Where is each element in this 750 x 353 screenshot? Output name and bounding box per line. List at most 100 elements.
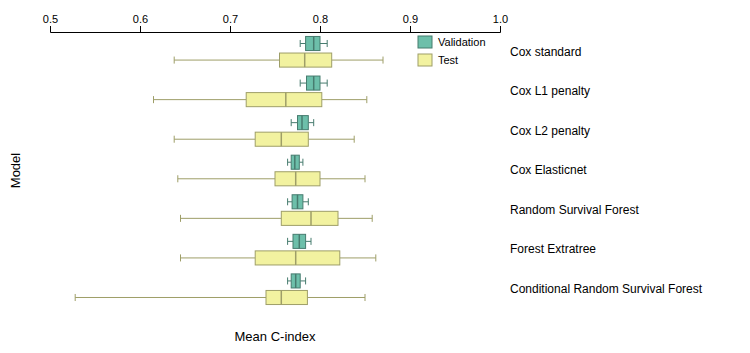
whisker-low (288, 241, 293, 242)
cap-high (302, 159, 303, 166)
whisker-high (303, 201, 308, 202)
whisker-low (178, 178, 275, 179)
legend-label: Test (438, 54, 458, 66)
x-tick-label: 0.6 (133, 13, 148, 25)
boxes (75, 36, 383, 304)
category-label: Cox L1 penalty (510, 84, 590, 98)
y-tick: Forest Extratree (500, 242, 596, 256)
median (310, 211, 312, 225)
cap-low (287, 238, 288, 245)
x-tick-label: 0.8 (313, 13, 328, 25)
cap-high (327, 40, 328, 47)
box (181, 251, 376, 265)
cap-high (311, 238, 312, 245)
cap-high (372, 215, 373, 222)
x-tick: 0.7 (223, 13, 238, 32)
median (313, 76, 315, 90)
cap-high (383, 57, 384, 64)
whisker-low (174, 139, 255, 140)
box-body (292, 195, 303, 209)
cap-low (300, 80, 301, 87)
box (174, 53, 383, 67)
whisker-high (338, 218, 372, 219)
whisker-low (75, 297, 266, 298)
x-tick: 0.8 (313, 13, 328, 32)
box (288, 234, 311, 248)
x-tick: 0.6 (133, 13, 148, 32)
box-series (288, 36, 328, 288)
whisker-low (300, 43, 305, 44)
box-body (306, 36, 320, 50)
x-tick-mark (410, 26, 411, 32)
cap-low (174, 136, 175, 143)
median (299, 234, 301, 248)
y-axis: Cox standard Cox L1 penalty Cox L2 penalty… (500, 45, 703, 296)
box (75, 290, 365, 304)
y-tick: Cox L1 penalty (500, 84, 590, 98)
whisker-low (288, 201, 293, 202)
cap-low (153, 96, 154, 103)
whisker-low (154, 99, 247, 100)
x-tick-mark (50, 26, 51, 32)
x-axis-line (51, 26, 501, 33)
box-body (307, 76, 321, 90)
box-body (291, 274, 300, 288)
box (154, 93, 367, 107)
x-tick-label: 1.0 (493, 13, 508, 25)
box-body (293, 234, 306, 248)
cap-high (305, 277, 306, 284)
cap-high (313, 119, 314, 126)
whisker-high (322, 99, 367, 100)
whisker-high (320, 178, 365, 179)
cap-high (354, 136, 355, 143)
x-tick-label: 0.7 (223, 13, 238, 25)
whisker-high (306, 241, 311, 242)
box (178, 172, 365, 186)
median (281, 290, 283, 304)
cap-low (174, 57, 175, 64)
y-axis-title: Model (8, 153, 23, 189)
box-body (266, 290, 307, 304)
median (294, 155, 296, 169)
cap-high (365, 175, 366, 182)
y-tick: Conditional Random Survival Forest (500, 282, 703, 296)
x-tick-mark (320, 26, 321, 32)
box (288, 155, 303, 169)
median (295, 274, 297, 288)
whisker-low (288, 280, 292, 281)
whisker-low (181, 218, 282, 219)
category-label: Cox standard (510, 45, 581, 59)
median (295, 251, 297, 265)
whisker-high (308, 122, 313, 123)
cap-high (366, 96, 367, 103)
legend-item: Test (418, 54, 458, 66)
cap-low (287, 277, 288, 284)
whisker-high (308, 139, 354, 140)
category-label: Conditional Random Survival Forest (510, 282, 703, 296)
category-label: Forest Extratree (510, 242, 596, 256)
cap-low (177, 175, 178, 182)
box-body (281, 211, 338, 225)
legend-swatch (418, 54, 432, 66)
box-body (291, 155, 299, 169)
category-label: Cox L2 penalty (510, 124, 590, 138)
x-axis-title: Mean C-index (235, 329, 316, 344)
x-axis: 0.50.60.70.80.91.0 (43, 13, 508, 33)
whisker-low (300, 83, 306, 84)
box-body (246, 93, 322, 107)
whisker-high (320, 83, 327, 84)
cap-low (75, 294, 76, 301)
category-label: Random Survival Forest (510, 203, 639, 217)
cap-high (365, 294, 366, 301)
cap-low (287, 159, 288, 166)
box (181, 211, 373, 225)
cap-low (291, 119, 292, 126)
box-body (275, 172, 320, 186)
box (288, 195, 309, 209)
x-tick-mark (140, 26, 141, 32)
median (295, 172, 297, 186)
whisker-high (299, 162, 303, 163)
x-tick: 0.9 (403, 13, 418, 32)
x-tick-mark (500, 26, 501, 32)
box (300, 36, 327, 50)
